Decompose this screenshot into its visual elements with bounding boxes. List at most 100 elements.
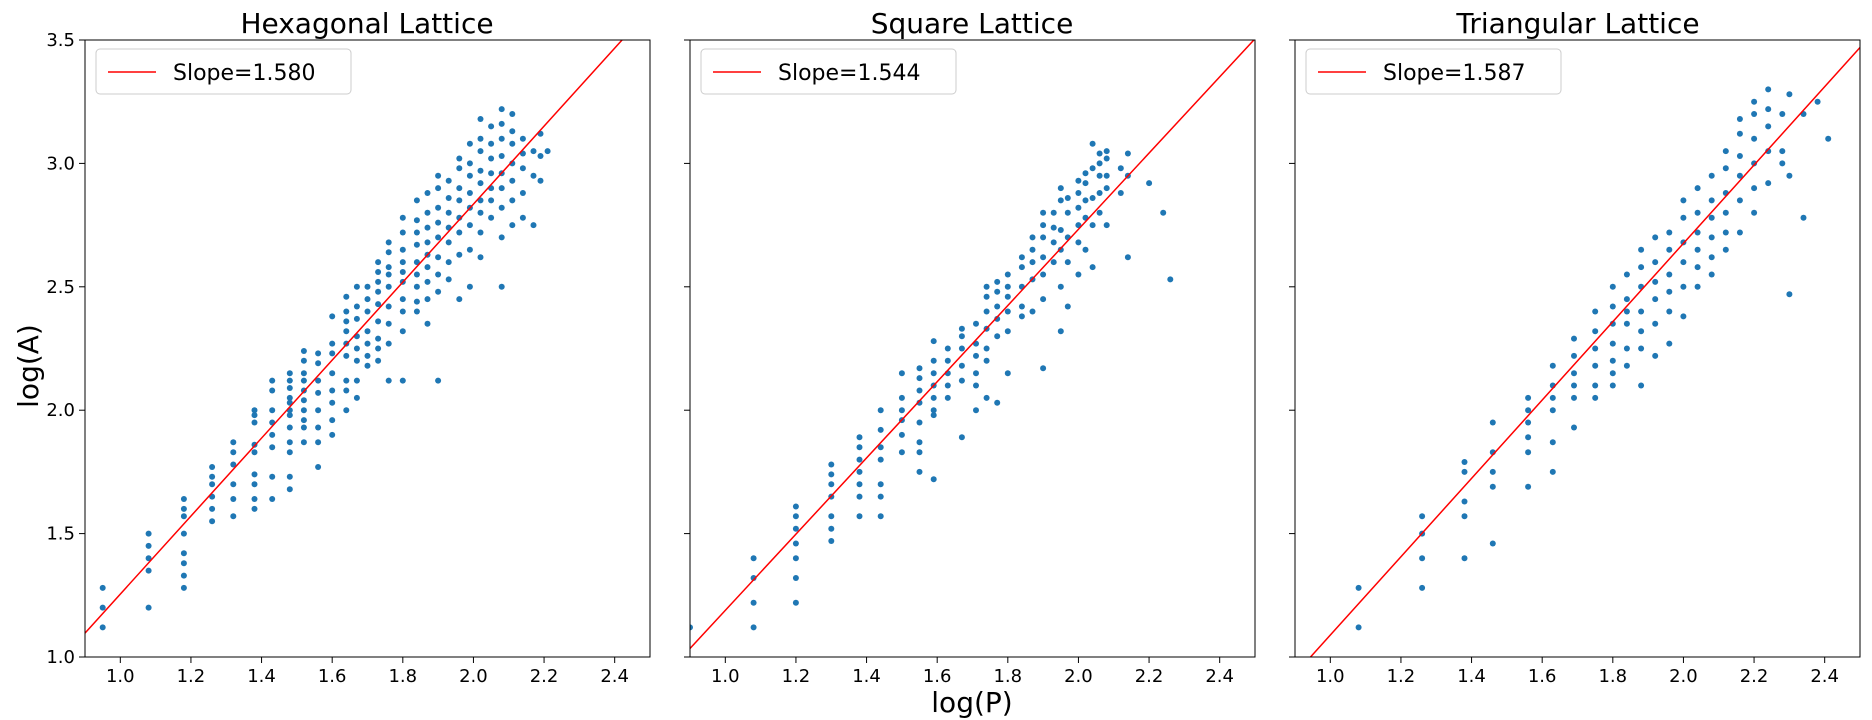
panel-title: Hexagonal Lattice [240,7,493,40]
scatter-point [413,298,420,305]
x-tick-label: 1.4 [247,666,276,687]
scatter-point [269,431,276,438]
scatter-point [180,584,187,591]
scatter-point [180,513,187,520]
scatter-point [445,177,452,184]
scatter-point [466,283,473,290]
scatter-point [1571,424,1577,431]
x-tick-label: 2.4 [1810,666,1839,687]
scatter-point [180,572,187,579]
scatter-point [180,505,187,512]
x-tick-label: 1.0 [1316,666,1345,687]
scatter-point [1751,185,1758,192]
scatter-point [477,167,484,174]
scatter-point [1525,419,1532,426]
scatter-point [445,209,452,216]
axes-frame [84,39,651,658]
scatter-point [530,172,537,179]
scatter-point [286,449,293,456]
scatter-point [300,377,307,384]
scatter-point [286,473,293,480]
scatter-point [1089,195,1096,201]
scatter-point [1666,246,1673,253]
scatter-point [1075,222,1082,229]
scatter-point [488,197,495,204]
scatter-point [916,449,923,456]
scatter-point [1096,160,1103,167]
scatter-point [544,148,551,155]
scatter-point [315,424,322,431]
scatter-point [353,315,360,322]
scatter-point [364,362,371,369]
scatter-point [1075,190,1082,196]
scatter-point [435,271,442,278]
scatter-point [994,333,1001,340]
scatter-point [1623,271,1630,278]
scatter-point [1549,407,1556,414]
scatter-point [209,481,216,488]
scatter-point [1609,303,1616,310]
legend: Slope=1.580 [95,48,352,95]
scatter-point [1040,296,1047,303]
scatter-point [509,111,516,117]
scatter-point [1722,165,1729,172]
scatter-point [1765,180,1772,187]
scatter-point [916,468,923,475]
scatter-point [1018,264,1025,271]
scatter-point [399,328,406,335]
scatter-point [1057,197,1064,204]
x-tick-label: 2.4 [600,666,629,687]
y-axis-label: log(A) [12,324,45,408]
scatter-point [1609,283,1616,290]
scatter-point [466,172,473,179]
legend: Slope=1.544 [700,48,957,95]
scatter-point [1489,540,1496,547]
scatter-point [1419,584,1426,591]
scatter-point [251,412,258,419]
scatter-point [300,424,307,431]
fit-line [85,40,624,634]
scatter-point [973,352,979,359]
scatter-point [498,234,505,241]
x-tick-label: 2.2 [1740,666,1769,687]
scatter-point [315,360,322,367]
scatter-point [315,350,322,357]
scatter-point [877,493,884,500]
scatter-point [1461,468,1468,475]
scatter-point [477,180,484,187]
scatter-point [209,518,216,525]
scatter-point [498,204,505,211]
scatter-point [958,325,965,332]
scatter-point [537,153,544,159]
scatter-point [1089,140,1096,147]
scatter-point [944,345,951,352]
scatter-point [399,269,406,275]
scatter-point [983,345,990,352]
scatter-point [958,377,965,384]
y-tick-label: 2.5 [46,277,75,298]
scatter-point [530,222,537,229]
x-tick-label: 1.0 [711,666,740,687]
scatter-point [145,542,152,549]
scatter-point [1040,222,1047,229]
scatter-point [1751,111,1758,117]
scatter-point [856,481,863,488]
scatter-point [856,493,863,500]
scatter-point [898,394,905,401]
scatter-point [180,550,187,557]
scatter-point [99,624,106,631]
scatter-point [958,434,965,441]
scatter-point [435,204,442,211]
scatter-point [1050,239,1057,246]
scatter-point [1489,468,1496,475]
scatter-point [994,303,1001,310]
scatter-point [1609,382,1616,389]
scatter-point [1004,283,1011,290]
scatter-point [364,283,371,290]
scatter-point [1075,239,1082,246]
scatter-point [375,269,382,275]
scatter-point [973,382,979,389]
scatter-point [375,357,382,364]
scatter-point [498,135,505,142]
scatter-point [145,530,152,537]
